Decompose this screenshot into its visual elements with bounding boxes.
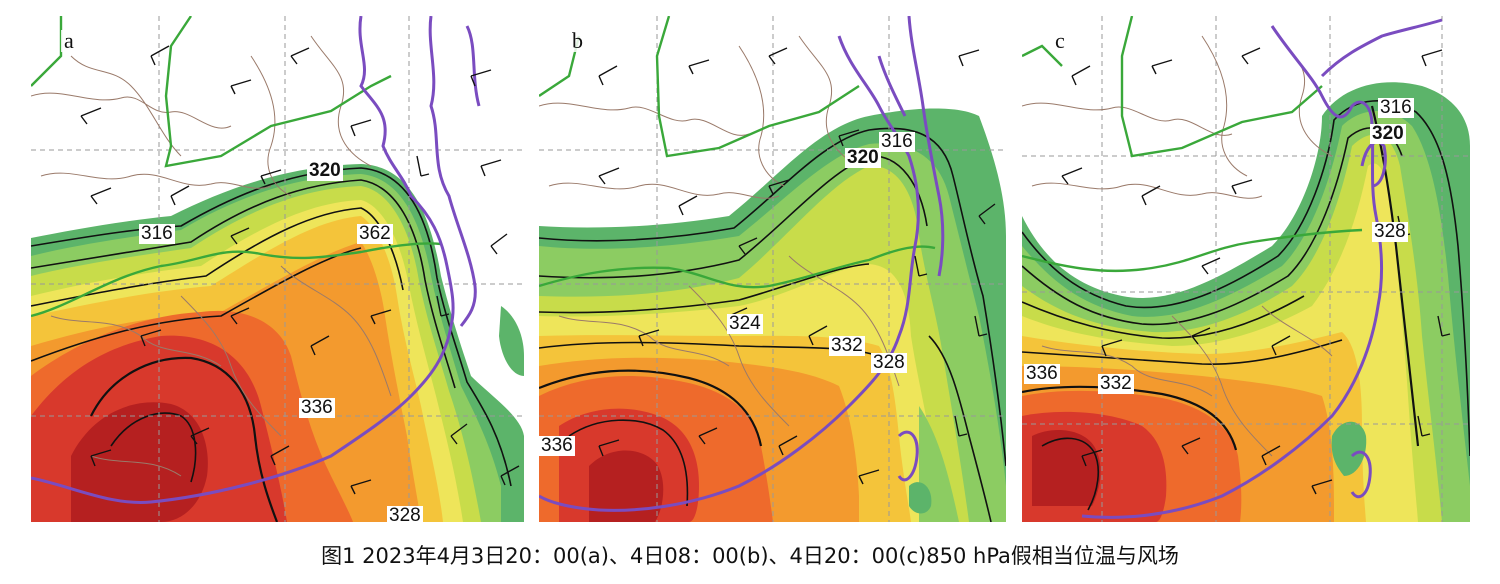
contour-label: 336 bbox=[539, 435, 575, 456]
green-boundary bbox=[31, 16, 442, 318]
contour-label: 320 bbox=[845, 147, 881, 168]
contour-label: 316 bbox=[139, 223, 175, 244]
band-darkred bbox=[589, 450, 664, 522]
sea-green-patch bbox=[499, 306, 524, 376]
contour-label: 328 bbox=[871, 352, 907, 373]
coastline bbox=[31, 16, 481, 505]
contour-label: 332 bbox=[829, 335, 865, 356]
band-darkred bbox=[1032, 430, 1101, 506]
theta-e-field-a bbox=[31, 16, 524, 522]
contour-label: 320 bbox=[1370, 123, 1406, 144]
contour-lines bbox=[1022, 100, 1470, 511]
sea-green-spot bbox=[909, 482, 932, 514]
contour-label: 362 bbox=[357, 223, 393, 244]
contour-label: 324 bbox=[727, 313, 763, 334]
contour-label: 328 bbox=[387, 506, 423, 522]
coastline bbox=[1081, 18, 1443, 519]
contour-label: 332 bbox=[1098, 373, 1134, 394]
grid-lines bbox=[31, 16, 524, 522]
green-boundary bbox=[1022, 16, 1363, 273]
map-panel-b: b 316 320 324 332 328 336 bbox=[539, 16, 1006, 522]
grid-lines bbox=[539, 16, 1006, 522]
contour-label: 336 bbox=[299, 397, 335, 418]
contour-label: 316 bbox=[879, 131, 915, 152]
wind-barbs bbox=[80, 45, 520, 495]
contour-label: 320 bbox=[307, 160, 343, 181]
contour-label: 328 bbox=[1372, 221, 1408, 242]
panel-letter-c: c bbox=[1052, 30, 1068, 52]
sea-darkgreen bbox=[1331, 421, 1367, 476]
theta-e-field-c bbox=[1022, 16, 1470, 522]
theta-e-field-b bbox=[539, 16, 1006, 522]
figure-caption: 图1 2023年4月3日20：00(a)、4日08：00(b)、4日20：00(… bbox=[321, 544, 1179, 568]
map-panel-a: a 320 316 362 336 328 bbox=[31, 16, 524, 522]
map-panel-c: c 316 320 328 336 332 bbox=[1022, 16, 1470, 522]
coastline bbox=[539, 16, 945, 512]
contour-label: 316 bbox=[1378, 97, 1414, 118]
contour-label: 336 bbox=[1024, 363, 1060, 384]
grid-lines bbox=[1022, 16, 1470, 522]
panel-letter-a: a bbox=[61, 30, 77, 52]
panel-letter-b: b bbox=[569, 30, 586, 52]
